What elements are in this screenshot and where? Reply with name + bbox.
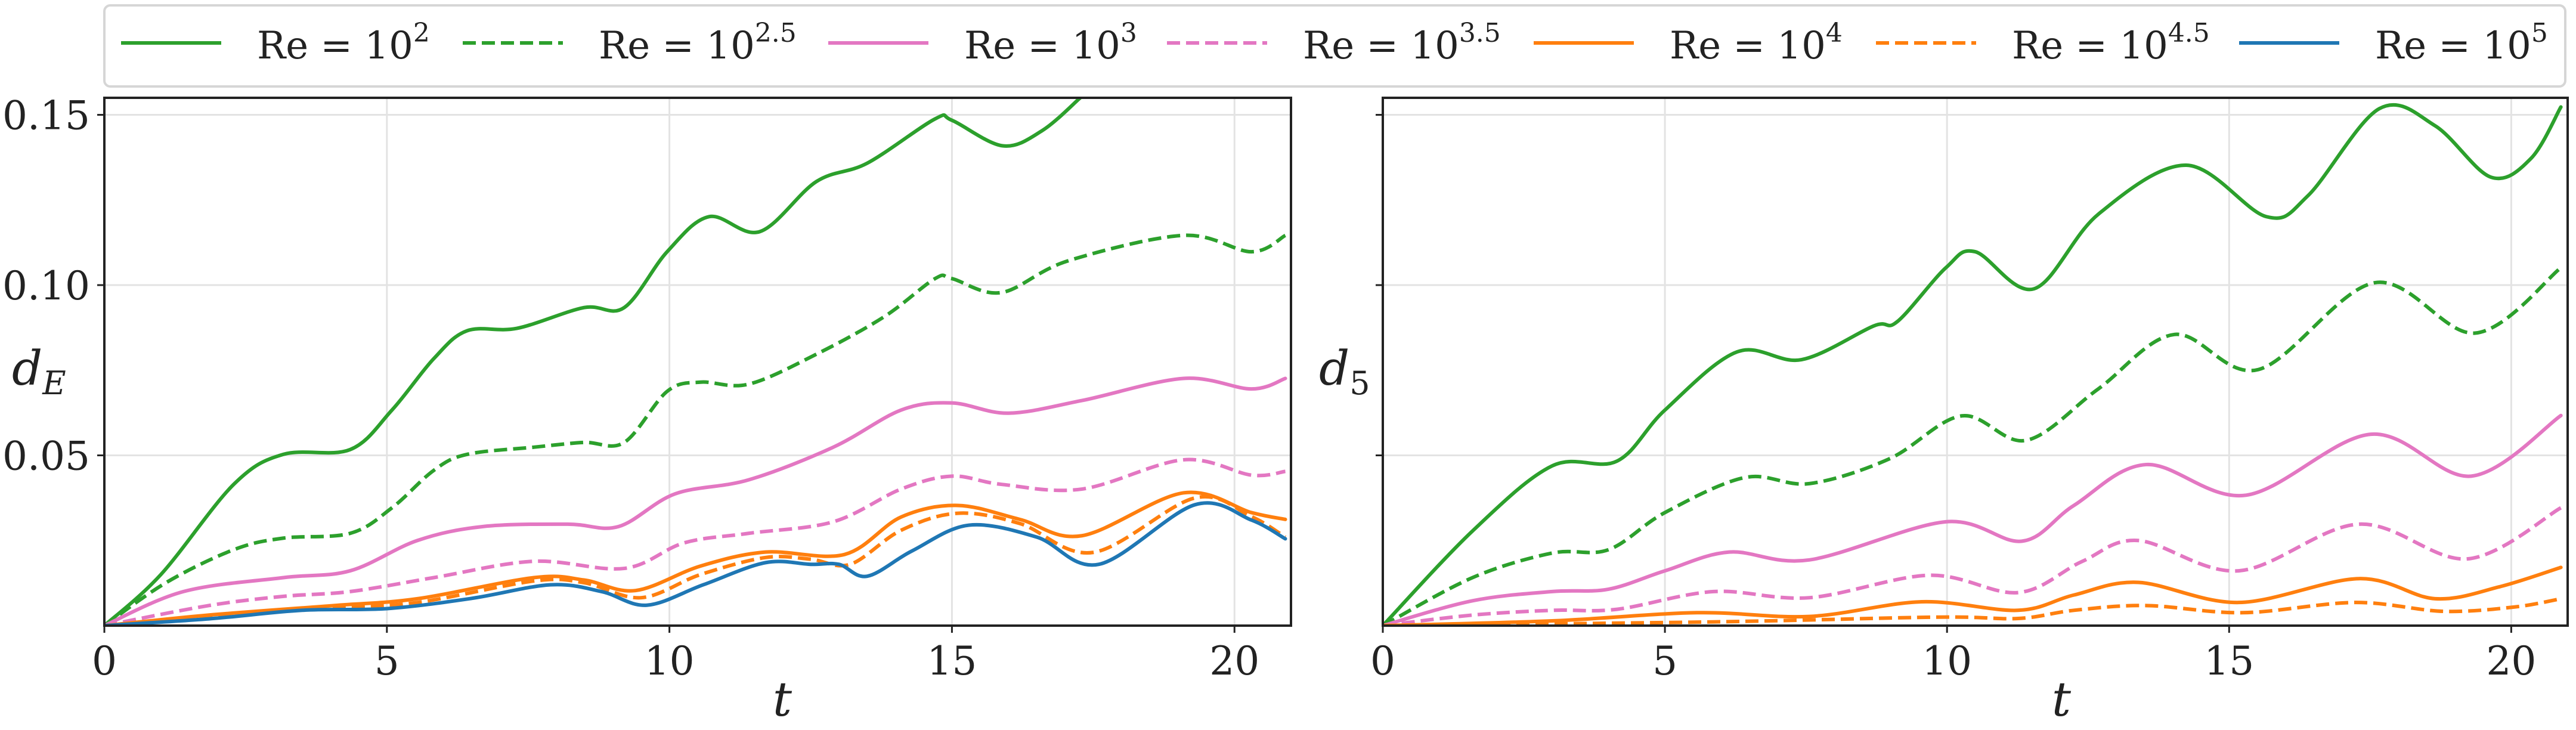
- x-tick-label: 20: [2486, 638, 2536, 684]
- legend-label-exponent: 4.5: [2168, 18, 2210, 48]
- x-tick-label: 20: [1209, 638, 1259, 684]
- legend-item: Re = 105: [2239, 18, 2548, 68]
- y-tick-label: 0.15: [2, 93, 90, 139]
- legend-label-exponent: 2.5: [755, 18, 797, 48]
- legend-label: Re = 105: [2375, 18, 2548, 68]
- series-line: [1383, 266, 2562, 626]
- y-axis-label: d5: [1319, 341, 1370, 402]
- y-axis-label-main: d: [1319, 341, 1349, 396]
- legend-label: Re = 102: [257, 18, 430, 68]
- legend-label: Re = 103: [964, 18, 1137, 68]
- legend-label-exponent: 2: [413, 18, 430, 48]
- legend-item: Re = 102: [121, 18, 430, 68]
- series-line: [104, 376, 1287, 626]
- legend-item: Re = 104.5: [1876, 18, 2210, 68]
- legend-label-exponent: 3.5: [1459, 18, 1501, 48]
- x-axis-label: t: [773, 672, 792, 727]
- x-tick-label: 15: [927, 638, 977, 684]
- x-tick-label: 0: [92, 638, 117, 684]
- series-line: [1383, 413, 2563, 626]
- series-line: [1383, 506, 2562, 626]
- y-tick-label: 0.05: [2, 434, 90, 480]
- legend-label: Re = 102.5: [599, 18, 797, 68]
- legend-label-base: Re = 10: [964, 24, 1120, 68]
- x-tick-label: 5: [374, 638, 400, 684]
- legend-label: Re = 104: [1670, 18, 1843, 68]
- x-tick-label: 10: [1922, 638, 1972, 684]
- series-group: [104, 98, 1287, 626]
- legend-label-exponent: 4: [1826, 18, 1843, 48]
- x-axis-label: t: [2052, 672, 2072, 727]
- legend-label-base: Re = 10: [2375, 24, 2531, 68]
- legend-item: Re = 103.5: [1167, 18, 1501, 68]
- series-line: [1383, 565, 2563, 626]
- series-line: [104, 495, 1287, 626]
- series-line: [104, 98, 1082, 626]
- legend-label-base: Re = 10: [1670, 24, 1826, 68]
- series-line: [1383, 596, 2562, 626]
- x-tick-label: 15: [2204, 638, 2254, 684]
- x-tick-label: 10: [645, 638, 695, 684]
- y-axis-label-subscript: 5: [1349, 364, 1370, 402]
- legend-label-exponent: 3: [1120, 18, 1137, 48]
- legend-item: Re = 104: [1534, 18, 1843, 68]
- legend-label-base: Re = 10: [1303, 24, 1459, 68]
- axes-frame: [103, 97, 1292, 627]
- legend-label-base: Re = 10: [257, 24, 413, 68]
- series-line: [104, 490, 1287, 626]
- series-line: [104, 233, 1287, 626]
- axes-frame: [1382, 97, 2569, 627]
- legend-item: Re = 103: [828, 18, 1137, 68]
- y-axis-label: dE: [12, 341, 66, 402]
- x-tick-label: 0: [1370, 638, 1395, 684]
- y-tick-label: 0.10: [2, 263, 90, 309]
- series-group: [1383, 103, 2563, 626]
- legend-label-base: Re = 10: [599, 24, 755, 68]
- legend-label-base: Re = 10: [2012, 24, 2168, 68]
- legend-frame: [103, 4, 2566, 88]
- x-tick-label: 5: [1652, 638, 1677, 684]
- series-line: [104, 457, 1286, 626]
- panel-energy-distance: 0 5 10 15 20 0.05 0.10 0.15 t dE: [2, 93, 1292, 727]
- legend-item: Re = 102.5: [463, 18, 797, 68]
- legend-label: Re = 104.5: [2012, 18, 2210, 68]
- y-axis-label-subscript: E: [42, 364, 66, 402]
- legend: Re = 102 Re = 102.5 Re = 103 Re = 103.5 Re =…: [103, 4, 2566, 88]
- legend-label: Re = 103.5: [1303, 18, 1501, 68]
- y-axis-label-main: d: [12, 341, 42, 396]
- series-line: [1383, 103, 2563, 626]
- series-line: [104, 501, 1287, 626]
- legend-label-exponent: 5: [2531, 18, 2548, 48]
